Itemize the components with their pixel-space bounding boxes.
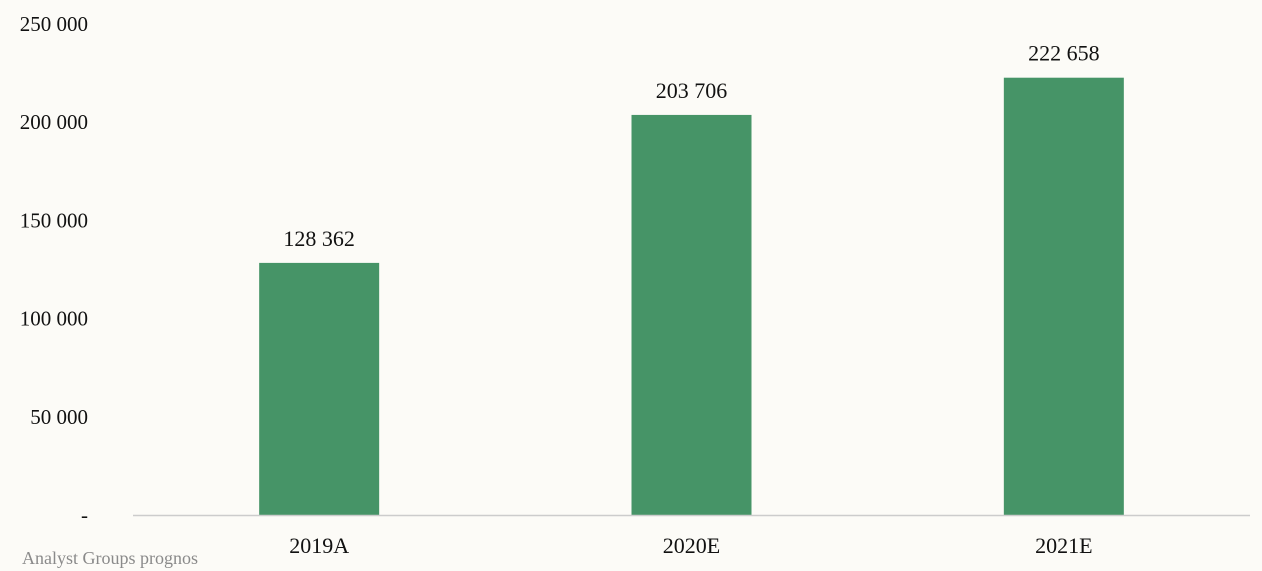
data-labels: 128 362 203 706 222 658 <box>283 41 1099 251</box>
data-label-2019A: 128 362 <box>283 226 355 251</box>
x-tick-label-2019A: 2019A <box>289 533 349 558</box>
bar-2021E <box>1003 77 1124 515</box>
y-tick-label: 50 000 <box>30 405 88 429</box>
bar-2020E <box>631 114 752 515</box>
data-label-2021E: 222 658 <box>1028 41 1100 66</box>
source-note: Analyst Groups prognos <box>22 548 198 568</box>
data-label-2020E: 203 706 <box>656 78 728 103</box>
y-tick-label: 100 000 <box>20 307 88 331</box>
y-tick-label: 150 000 <box>20 208 88 232</box>
y-tick-label: - <box>81 503 88 527</box>
x-tick-label-2021E: 2021E <box>1035 533 1092 558</box>
bars <box>259 77 1124 515</box>
bar-2019A <box>259 262 380 515</box>
y-axis-tick-labels: - 50 000 100 000 150 000 200 000 250 000 <box>20 12 88 527</box>
y-tick-label: 250 000 <box>20 12 88 36</box>
x-axis-tick-labels: 2019A 2020E 2021E <box>289 533 1092 558</box>
y-tick-label: 200 000 <box>20 110 88 134</box>
x-tick-label-2020E: 2020E <box>663 533 720 558</box>
